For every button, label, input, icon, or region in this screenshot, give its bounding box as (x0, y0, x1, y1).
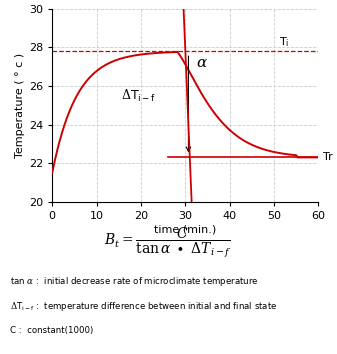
Text: $B_t = \dfrac{C}{\tan\alpha\ \bullet\ \Delta T_{i-f}}$: $B_t = \dfrac{C}{\tan\alpha\ \bullet\ \D… (104, 225, 233, 260)
Y-axis label: Temperature ( ° c ): Temperature ( ° c ) (15, 53, 25, 158)
Text: tan $\alpha$ :  initial decrease rate of microclimate temperature: tan $\alpha$ : initial decrease rate of … (10, 275, 259, 288)
Text: $\Delta$T$_{\mathregular{i\,\minus\,f}}$ :  temperature difference between initi: $\Delta$T$_{\mathregular{i\,\minus\,f}}$… (10, 300, 278, 313)
X-axis label: time (min.): time (min.) (154, 225, 216, 235)
Text: T$_\mathregular{i}$: T$_\mathregular{i}$ (279, 35, 289, 49)
Text: $\alpha$: $\alpha$ (196, 55, 209, 70)
Text: C :  constant(1000): C : constant(1000) (10, 326, 93, 336)
Text: Tr: Tr (323, 152, 333, 162)
Text: $\it{\Delta}$$\mathregular{T_{i-f}}$: $\it{\Delta}$$\mathregular{T_{i-f}}$ (121, 87, 156, 104)
